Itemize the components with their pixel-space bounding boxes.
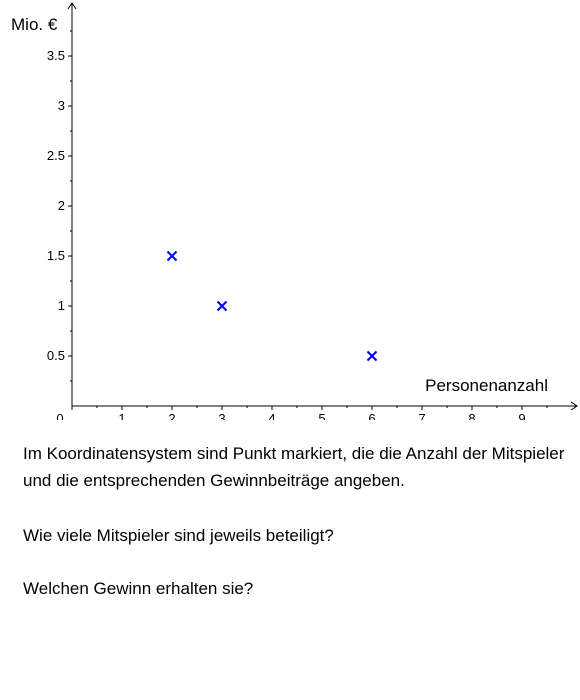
x-tick-label: 8 xyxy=(468,411,475,420)
y-tick-label: 1.5 xyxy=(47,248,65,263)
y-tick-label: 0.5 xyxy=(47,348,65,363)
y-tick-label: 3.5 xyxy=(47,48,65,63)
y-axis-title: Mio. € xyxy=(11,15,58,34)
data-point xyxy=(216,300,228,312)
x-tick-label: 6 xyxy=(368,411,375,420)
data-point xyxy=(366,350,378,362)
description-line-2: und die entsprechenden Gewinnbeiträge an… xyxy=(23,471,405,490)
coordinate-system: 1 2 3 4 5 6 7 8 9 0.5 1 1.5 2 2.5 3 3.5 0 Mio. € Personena… xyxy=(11,2,578,420)
question-profit: Welchen Gewinn erhalten sie? xyxy=(23,579,254,598)
y-tick-label: 2.5 xyxy=(47,148,65,163)
data-point-stroke xyxy=(366,350,378,362)
y-tick-label: 3 xyxy=(58,98,65,113)
x-tick-label: 9 xyxy=(518,411,525,420)
x-axis-arrow xyxy=(570,401,578,411)
description-line-1: Im Koordinatensystem sind Punkt markiert… xyxy=(23,444,565,463)
x-tick-label: 2 xyxy=(168,411,175,420)
x-tick-label: 3 xyxy=(218,411,225,420)
data-point xyxy=(166,250,178,262)
data-point-stroke xyxy=(166,250,178,262)
x-tick-label: 5 xyxy=(318,411,325,420)
x-axis-title: Personenanzahl xyxy=(425,376,548,395)
y-tick-label: 1 xyxy=(58,298,65,313)
x-tick-label: 7 xyxy=(418,411,425,420)
question-players: Wie viele Mitspieler sind jeweils beteil… xyxy=(23,526,334,545)
y-axis-arrow xyxy=(67,2,77,10)
x-tick-label: 4 xyxy=(268,411,275,420)
y-tick-label: 2 xyxy=(58,198,65,213)
origin-label: 0 xyxy=(56,411,63,420)
data-point-stroke xyxy=(216,300,228,312)
x-tick-label: 1 xyxy=(118,411,125,420)
